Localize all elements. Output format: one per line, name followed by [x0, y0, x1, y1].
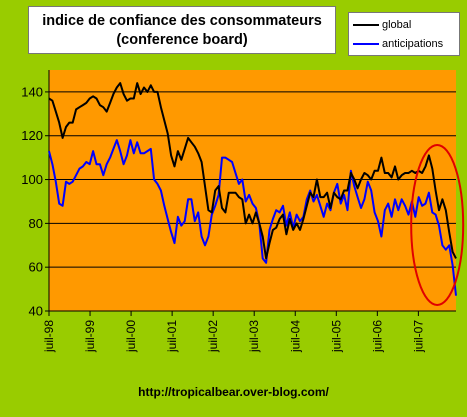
legend-label-anticipations: anticipations [382, 38, 444, 50]
y-tick-label: 140 [21, 84, 43, 99]
x-tick-label: juil-07 [411, 320, 425, 353]
series-line-anticipations [48, 139, 457, 296]
x-tick-label: juil-99 [83, 320, 97, 353]
x-tick-label: juil-98 [42, 320, 56, 353]
series-line-global [48, 82, 457, 260]
chart-title: indice de confiance des consommateurs [42, 13, 322, 29]
y-tick-label: 80 [29, 216, 43, 231]
plot-area [49, 70, 456, 311]
x-tick-label: juil-01 [165, 320, 179, 353]
legend-item-global: global [353, 16, 411, 34]
y-tick-label: 120 [21, 128, 43, 143]
highlight-ellipse [410, 144, 465, 306]
x-tick-label: juil-06 [370, 320, 384, 353]
x-tick-label: juil-05 [329, 320, 343, 353]
y-tick-label: 40 [29, 304, 43, 319]
y-tick-label: 100 [21, 172, 43, 187]
source-url: http://tropicalbear.over-blog.com/ [138, 385, 329, 399]
legend: global anticipations [348, 12, 460, 56]
x-tick-label: juil-02 [206, 320, 220, 353]
x-tick-label: juil-04 [288, 320, 302, 353]
legend-swatch-global [353, 24, 379, 26]
chart-subtitle: (conference board) [116, 32, 248, 48]
legend-item-anticipations: anticipations [353, 35, 443, 53]
x-tick-label: juil-00 [124, 320, 138, 353]
legend-swatch-anticipations [353, 43, 379, 45]
chart-title-box: indice de confiance des consommateurs (c… [28, 6, 336, 54]
x-tick-label: juil-03 [247, 320, 261, 353]
legend-label-global: global [382, 19, 412, 31]
y-tick-label: 60 [29, 260, 43, 275]
